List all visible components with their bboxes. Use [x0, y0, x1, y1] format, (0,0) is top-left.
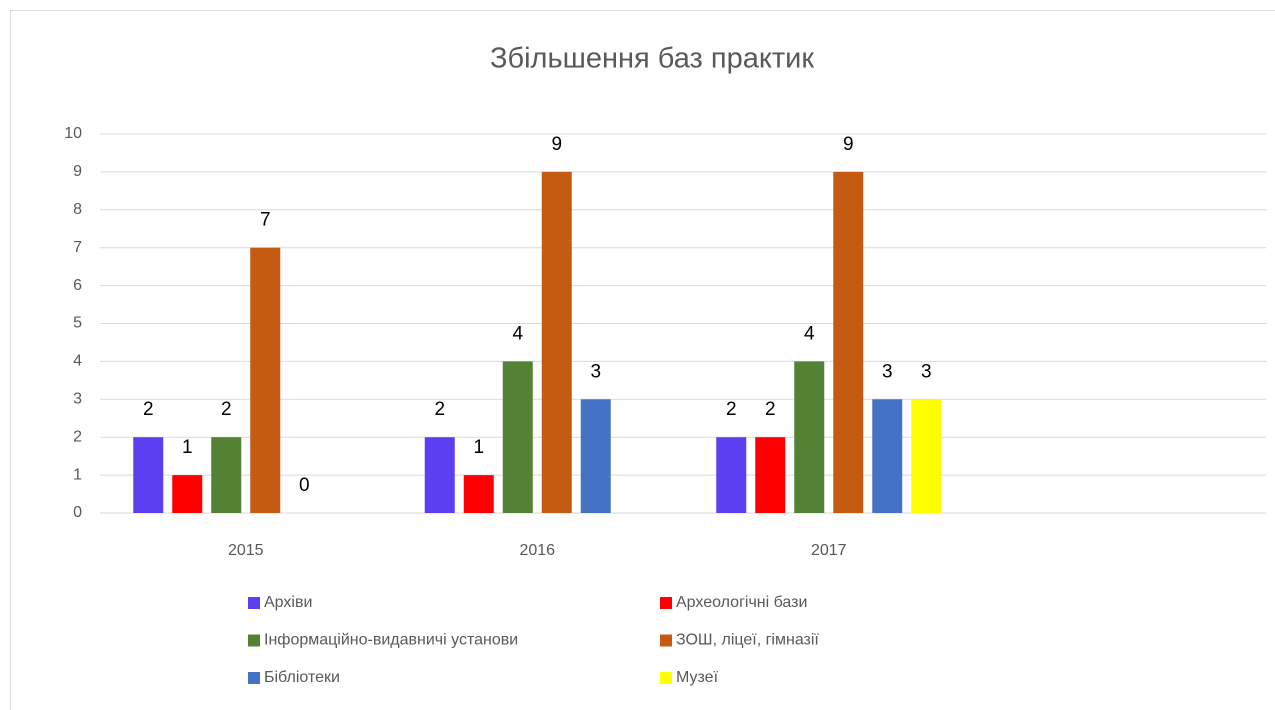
data-label: 7: [260, 210, 271, 231]
data-label: 1: [473, 437, 484, 458]
legend-label: Бібліотеки: [264, 669, 340, 686]
legend-label: ЗОШ, ліцеї, гімназії: [676, 632, 819, 649]
bar: [911, 399, 942, 513]
data-label: 4: [512, 323, 523, 344]
bar: [133, 437, 164, 513]
bar: [424, 437, 455, 513]
data-label: 2: [221, 399, 232, 420]
y-tick-label: 10: [64, 125, 82, 142]
y-tick-label: 3: [73, 391, 82, 408]
chart-frame: [10, 10, 1275, 710]
legend-label: Музеї: [676, 669, 719, 686]
bar: [872, 399, 903, 513]
y-tick-label: 6: [73, 277, 82, 294]
data-label: 9: [843, 134, 854, 155]
data-label: 2: [434, 399, 445, 420]
y-tick-label: 5: [73, 315, 82, 332]
bar: [794, 361, 825, 513]
y-tick-label: 7: [73, 239, 82, 256]
legend-swatch: [660, 634, 672, 647]
data-label: 2: [726, 399, 737, 420]
bar: [580, 399, 611, 513]
y-tick-label: 2: [73, 428, 82, 445]
bar: [250, 247, 281, 513]
y-tick-label: 1: [73, 466, 82, 483]
bar: [463, 475, 494, 513]
data-label: 4: [804, 323, 815, 344]
legend-label: Археологічні бази: [676, 594, 807, 611]
bar: [541, 171, 572, 513]
legend-swatch: [660, 597, 672, 609]
data-label: 9: [551, 134, 562, 155]
data-label: 3: [882, 361, 893, 382]
x-tick-label: 2016: [519, 542, 555, 559]
y-tick-label: 8: [73, 201, 82, 218]
x-tick-label: 2015: [228, 542, 264, 559]
y-tick-label: 9: [73, 163, 82, 180]
legend-swatch: [248, 597, 260, 609]
y-tick-label: 4: [73, 353, 82, 370]
data-label: 0: [299, 475, 310, 496]
legend-label: Інформаційно-видавничі установи: [264, 632, 518, 649]
data-label: 2: [765, 399, 776, 420]
bar: [172, 475, 203, 513]
legend-swatch: [248, 634, 260, 647]
y-tick-label: 0: [73, 504, 82, 521]
legend-label: Архіви: [264, 594, 312, 611]
bar: [755, 437, 786, 513]
data-label: 1: [182, 437, 193, 458]
x-tick-label: 2017: [811, 542, 847, 559]
bar: [833, 171, 864, 513]
chart-title: Збільшення баз практик: [490, 43, 814, 75]
data-label: 3: [590, 361, 601, 382]
data-label: 2: [143, 399, 154, 420]
bar: [716, 437, 747, 513]
legend-swatch: [660, 672, 672, 684]
bar: [211, 437, 242, 513]
data-label: 3: [921, 361, 932, 382]
legend-swatch: [248, 672, 260, 684]
bar: [502, 361, 533, 513]
